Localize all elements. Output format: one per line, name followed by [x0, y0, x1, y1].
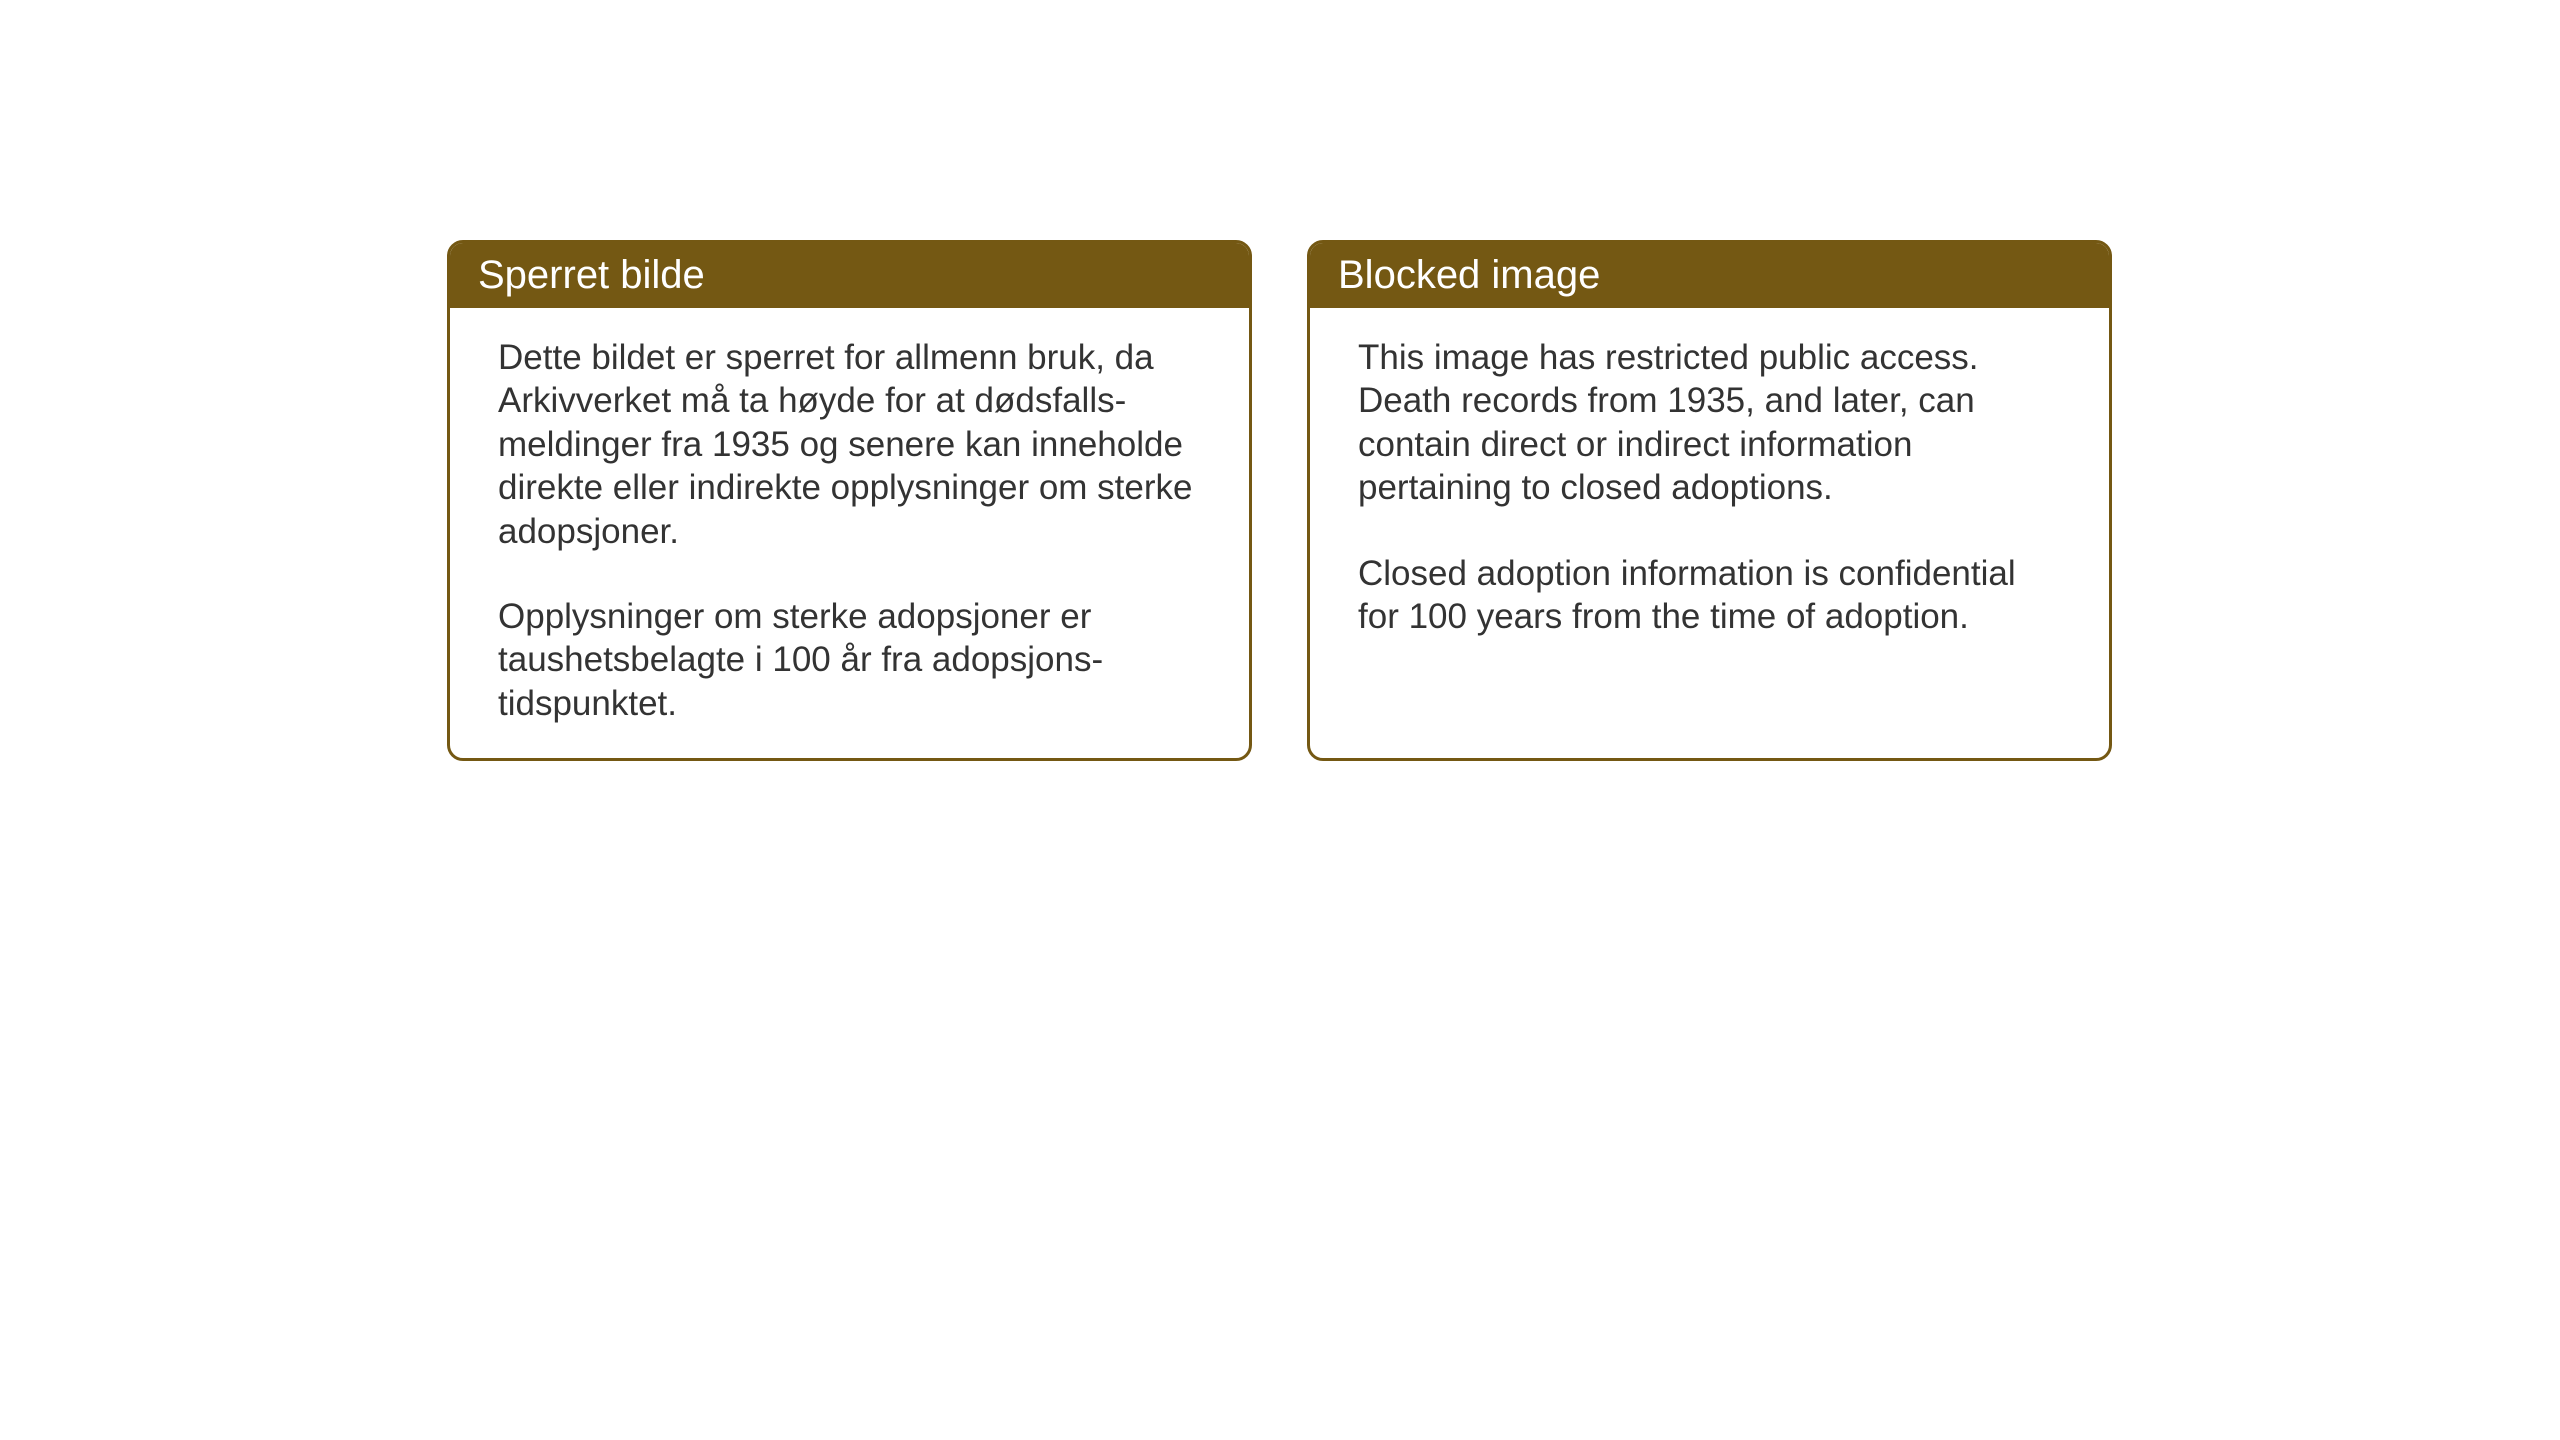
notice-paragraph: Opplysninger om sterke adopsjoner er tau… — [498, 595, 1201, 725]
notice-container: Sperret bilde Dette bildet er sperret fo… — [447, 240, 2112, 761]
notice-paragraph: Dette bildet er sperret for allmenn bruk… — [498, 336, 1201, 553]
card-body-english: This image has restricted public access.… — [1310, 308, 2109, 758]
card-title: Blocked image — [1338, 253, 1600, 297]
notice-paragraph: This image has restricted public access.… — [1358, 336, 2061, 510]
notice-paragraph: Closed adoption information is confident… — [1358, 552, 2061, 639]
card-title: Sperret bilde — [478, 253, 705, 297]
notice-card-norwegian: Sperret bilde Dette bildet er sperret fo… — [447, 240, 1252, 761]
notice-card-english: Blocked image This image has restricted … — [1307, 240, 2112, 761]
card-header-english: Blocked image — [1310, 243, 2109, 308]
card-body-norwegian: Dette bildet er sperret for allmenn bruk… — [450, 308, 1249, 758]
card-header-norwegian: Sperret bilde — [450, 243, 1249, 308]
